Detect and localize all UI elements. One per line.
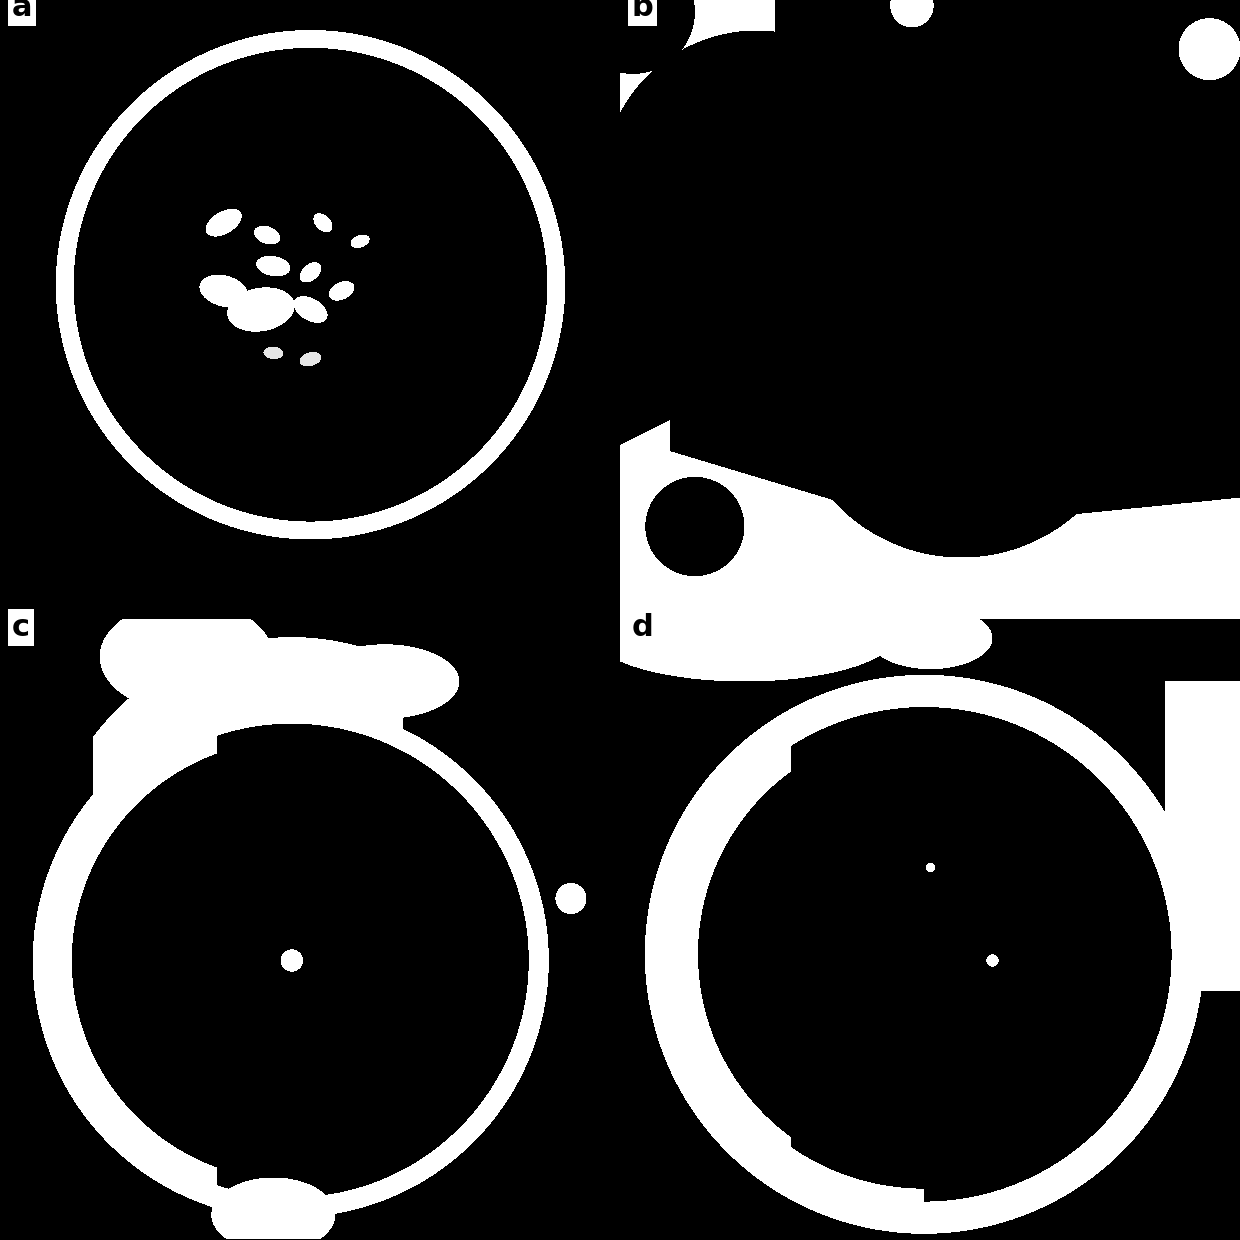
Text: d: d [632, 613, 653, 642]
Text: b: b [632, 0, 653, 22]
Text: c: c [12, 613, 30, 642]
Text: a: a [12, 0, 32, 22]
